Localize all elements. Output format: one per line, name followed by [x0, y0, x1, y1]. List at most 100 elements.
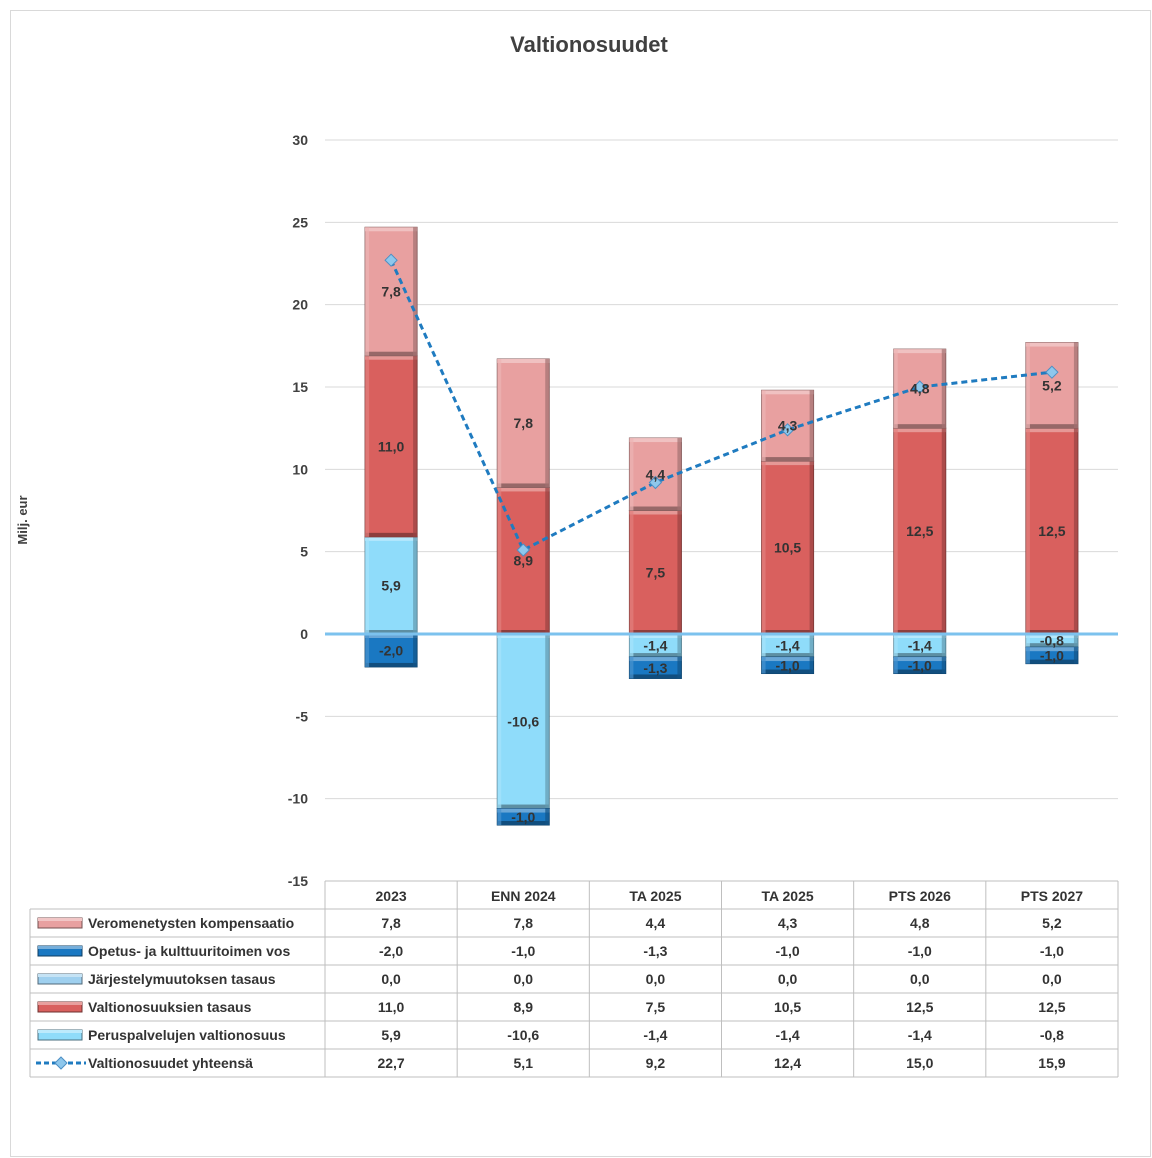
- bar-bevel-left: [365, 356, 369, 537]
- bar-bevel-top: [629, 438, 681, 442]
- y-tick-label: 10: [292, 461, 308, 477]
- legend-marker: [55, 1057, 67, 1069]
- y-tick-label: 30: [292, 132, 308, 148]
- bar-bevel-top: [365, 227, 417, 231]
- y-axis-label: Milj. eur: [15, 495, 30, 544]
- chart-title: Valtionosuudet: [510, 32, 668, 57]
- legend-swatch-highlight: [38, 918, 82, 921]
- bar-bevel-left: [762, 461, 766, 634]
- table-cell: 22,7: [377, 1055, 404, 1071]
- bar-bevel-bottom: [497, 483, 549, 487]
- bar-bevel-right: [413, 537, 417, 634]
- table-cell: 7,5: [646, 999, 666, 1015]
- bar-data-label: 4,3: [778, 418, 798, 434]
- bar-bevel-left: [894, 349, 898, 428]
- table-cell: 5,1: [514, 1055, 534, 1071]
- bars: [325, 227, 1118, 825]
- bar-bevel-bottom: [762, 457, 814, 461]
- bar-data-label: 7,8: [514, 415, 534, 431]
- bar-bevel-left: [497, 809, 501, 825]
- bar-bevel-left: [762, 390, 766, 461]
- bar-data-label: -1,0: [511, 809, 535, 825]
- total-line: [385, 254, 1058, 556]
- table-cell: -10,6: [507, 1027, 539, 1043]
- legend-swatch-highlight: [38, 974, 82, 977]
- bar-data-label: -1,4: [908, 638, 932, 654]
- bar-bevel-bottom: [629, 653, 681, 657]
- legend-entry: Järjestelymuutoksen tasaus: [88, 971, 276, 987]
- bar-bevel-right: [677, 657, 681, 678]
- bar-bevel-bottom: [1026, 424, 1078, 428]
- bar-bevel-left: [365, 227, 369, 355]
- bar-bevel-left: [497, 487, 501, 634]
- table-cell: -1,4: [643, 1027, 667, 1043]
- bar-data-label: 5,2: [1042, 377, 1062, 393]
- bar-bevel-right: [545, 487, 549, 634]
- table-cell: 0,0: [646, 971, 666, 987]
- table-header-cell: TA 2025: [762, 888, 814, 904]
- bar-bevel-left: [365, 537, 369, 634]
- bar-bevel-top: [629, 511, 681, 515]
- bar-bevel-bottom: [365, 663, 417, 667]
- table-cell: -2,0: [379, 943, 403, 959]
- bar-bevel-top: [762, 461, 814, 465]
- table-header-cell: ENN 2024: [491, 888, 556, 904]
- bar-data-label: -1,3: [643, 660, 667, 676]
- bar-data-label: 5,9: [381, 577, 401, 593]
- bar-bevel-top: [894, 428, 946, 432]
- bar-bevel-right: [942, 634, 946, 657]
- table-cell: 5,2: [1042, 915, 1062, 931]
- bar-bevel-left: [894, 634, 898, 657]
- bar-bevel-bottom: [894, 424, 946, 428]
- bar-bevel-left: [629, 634, 633, 657]
- table-header-cell: PTS 2027: [1021, 888, 1083, 904]
- bar-data-label: -10,6: [507, 713, 539, 729]
- data-labels: 5,911,0-2,07,8-10,68,9-1,07,8-1,47,5-1,3…: [378, 283, 1066, 824]
- y-tick-label: 25: [292, 214, 308, 230]
- bar-bevel-left: [762, 634, 766, 657]
- bar-data-label: 7,5: [646, 564, 666, 580]
- bar-bevel-right: [545, 809, 549, 825]
- bar-bevel-top: [365, 356, 417, 360]
- total-line-path: [391, 260, 1052, 550]
- bar-bevel-top: [762, 390, 814, 394]
- bar-bevel-bottom: [629, 507, 681, 511]
- bar-bevel-right: [942, 349, 946, 428]
- bar-data-label: -1,0: [1040, 647, 1064, 663]
- bar-bevel-left: [1026, 343, 1030, 429]
- table-cell: 4,3: [778, 915, 798, 931]
- bar-bevel-top: [497, 359, 549, 363]
- table-cell: 11,0: [378, 999, 405, 1015]
- bar-bevel-right: [545, 359, 549, 487]
- bar-bevel-top: [1026, 343, 1078, 347]
- bar-bevel-left: [497, 359, 501, 487]
- bar-data-label: -1,0: [908, 657, 932, 673]
- bar-bevel-right: [810, 634, 814, 657]
- table-header-cell: TA 2025: [629, 888, 681, 904]
- bar-bevel-left: [1026, 428, 1030, 634]
- table-cell: 12,4: [774, 1055, 801, 1071]
- bar-bevel-right: [1074, 343, 1078, 429]
- table-cell: 0,0: [381, 971, 401, 987]
- table-cell: 7,8: [514, 915, 534, 931]
- bar-bevel-right: [545, 634, 549, 809]
- table-cell: 0,0: [910, 971, 930, 987]
- bar-bevel-bottom: [365, 533, 417, 537]
- bar-data-label: 4,8: [910, 381, 930, 397]
- table-cell: -1,0: [511, 943, 535, 959]
- table-cell: 0,0: [514, 971, 534, 987]
- legend-entry: Opetus- ja kulttuuritoimen vos: [88, 943, 290, 959]
- bar-bevel-right: [810, 390, 814, 461]
- bar-bevel-top: [365, 537, 417, 541]
- bar-bevel-left: [629, 657, 633, 678]
- y-tick-label: -5: [296, 708, 309, 724]
- table-cell: -1,0: [776, 943, 800, 959]
- legend-entry: Valtionosuuksien tasaus: [88, 999, 252, 1015]
- legend-swatch-highlight: [38, 1030, 82, 1033]
- bar-bevel-right: [677, 511, 681, 635]
- bar-bevel-right: [1074, 634, 1078, 647]
- bar-bevel-right: [413, 634, 417, 667]
- legend-swatch-highlight: [38, 946, 82, 949]
- table-header-cell: PTS 2026: [889, 888, 951, 904]
- table-cell: 0,0: [778, 971, 798, 987]
